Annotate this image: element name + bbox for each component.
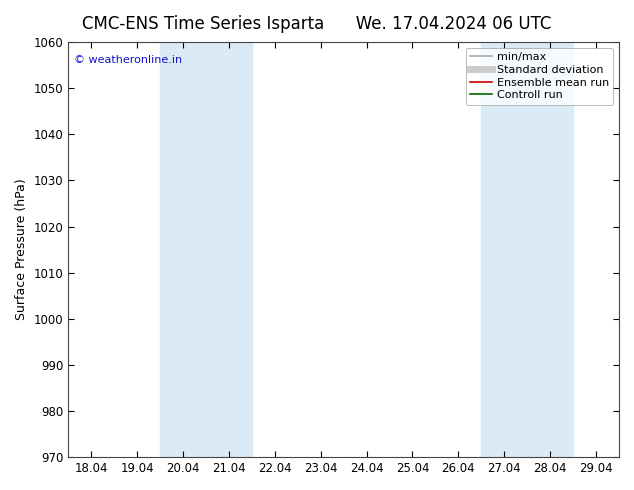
Bar bbox=[481, 42, 573, 457]
Text: CMC-ENS Time Series Isparta      We. 17.04.2024 06 UTC: CMC-ENS Time Series Isparta We. 17.04.20… bbox=[82, 15, 552, 33]
Legend: min/max, Standard deviation, Ensemble mean run, Controll run: min/max, Standard deviation, Ensemble me… bbox=[465, 48, 614, 105]
Bar bbox=[160, 42, 252, 457]
Text: © weatheronline.in: © weatheronline.in bbox=[74, 54, 182, 65]
Y-axis label: Surface Pressure (hPa): Surface Pressure (hPa) bbox=[15, 179, 28, 320]
